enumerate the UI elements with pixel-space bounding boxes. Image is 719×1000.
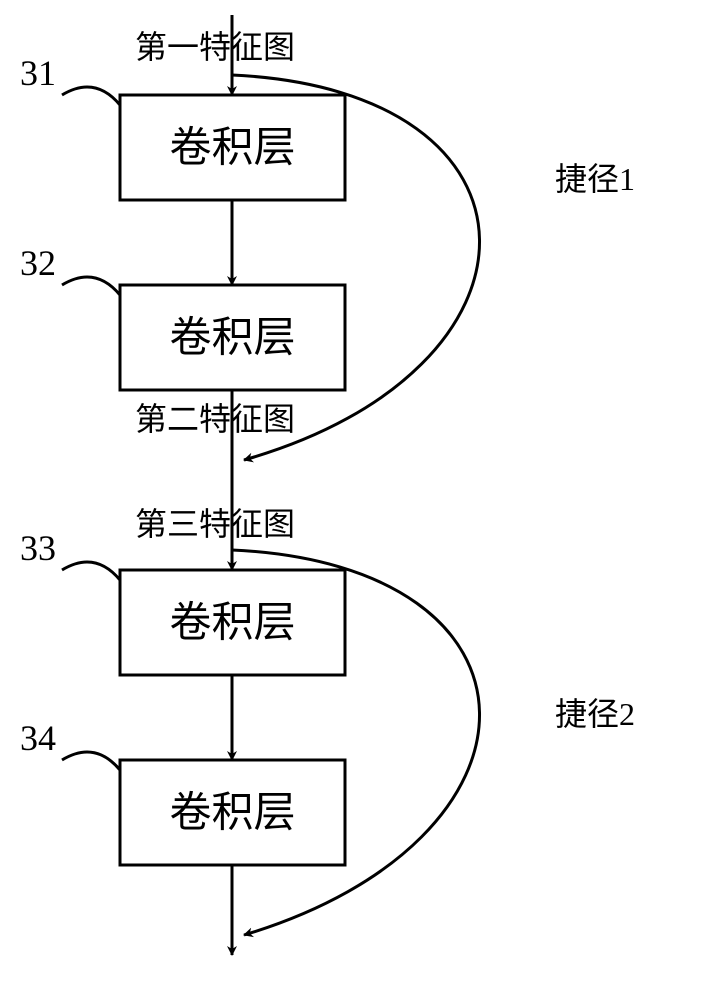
flowchart-diagram: 捷径1 捷径2 卷积层 31 卷积层 32 卷积层 33 卷积层 34 第一特征图第二特征图第三特征… (0, 0, 719, 1000)
conv-layer-label: 卷积层 (169, 126, 295, 172)
feature-map-label: 第三特征图 (135, 506, 295, 542)
shortcut-label: 捷径1 (555, 161, 635, 197)
ref-number: 31 (20, 53, 56, 93)
conv-layer-label: 卷积层 (169, 601, 295, 647)
ref-number: 34 (20, 718, 56, 758)
shortcut-label: 捷径2 (555, 696, 635, 732)
ref-number: 32 (20, 243, 56, 283)
conv-layer-label: 卷积层 (169, 791, 295, 837)
ref-callout (62, 752, 120, 770)
feature-map-label: 第二特征图 (135, 401, 295, 437)
ref-callout (62, 562, 120, 580)
ref-callout (62, 277, 120, 295)
feature-map-label: 第一特征图 (135, 29, 295, 65)
ref-callout (62, 87, 120, 105)
ref-number: 33 (20, 528, 56, 568)
conv-layer-label: 卷积层 (169, 316, 295, 362)
